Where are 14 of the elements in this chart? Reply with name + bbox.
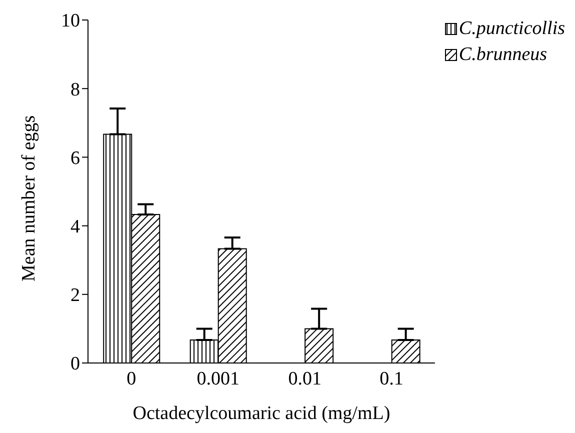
y-tick-label: 8 bbox=[70, 79, 80, 100]
legend-label: C.puncticollis bbox=[458, 17, 565, 41]
y-tick-label: 0 bbox=[70, 354, 80, 375]
y-tick-label: 2 bbox=[70, 285, 80, 306]
y-tick-label: 10 bbox=[61, 10, 80, 32]
x-tick-label: 0.01 bbox=[288, 368, 322, 390]
y-axis-title: Mean number of eggs bbox=[18, 115, 40, 282]
x-tick-label: 0.1 bbox=[380, 368, 404, 390]
x-tick-label: 0 bbox=[126, 368, 136, 390]
x-tick-label: 0.001 bbox=[196, 368, 240, 390]
x-axis-title: Octadecylcoumaric acid (mg/mL) bbox=[132, 403, 390, 424]
y-tick-label: 4 bbox=[70, 216, 80, 238]
y-tick-label: 6 bbox=[70, 148, 80, 169]
legend-label: C.brunneus bbox=[458, 43, 548, 67]
